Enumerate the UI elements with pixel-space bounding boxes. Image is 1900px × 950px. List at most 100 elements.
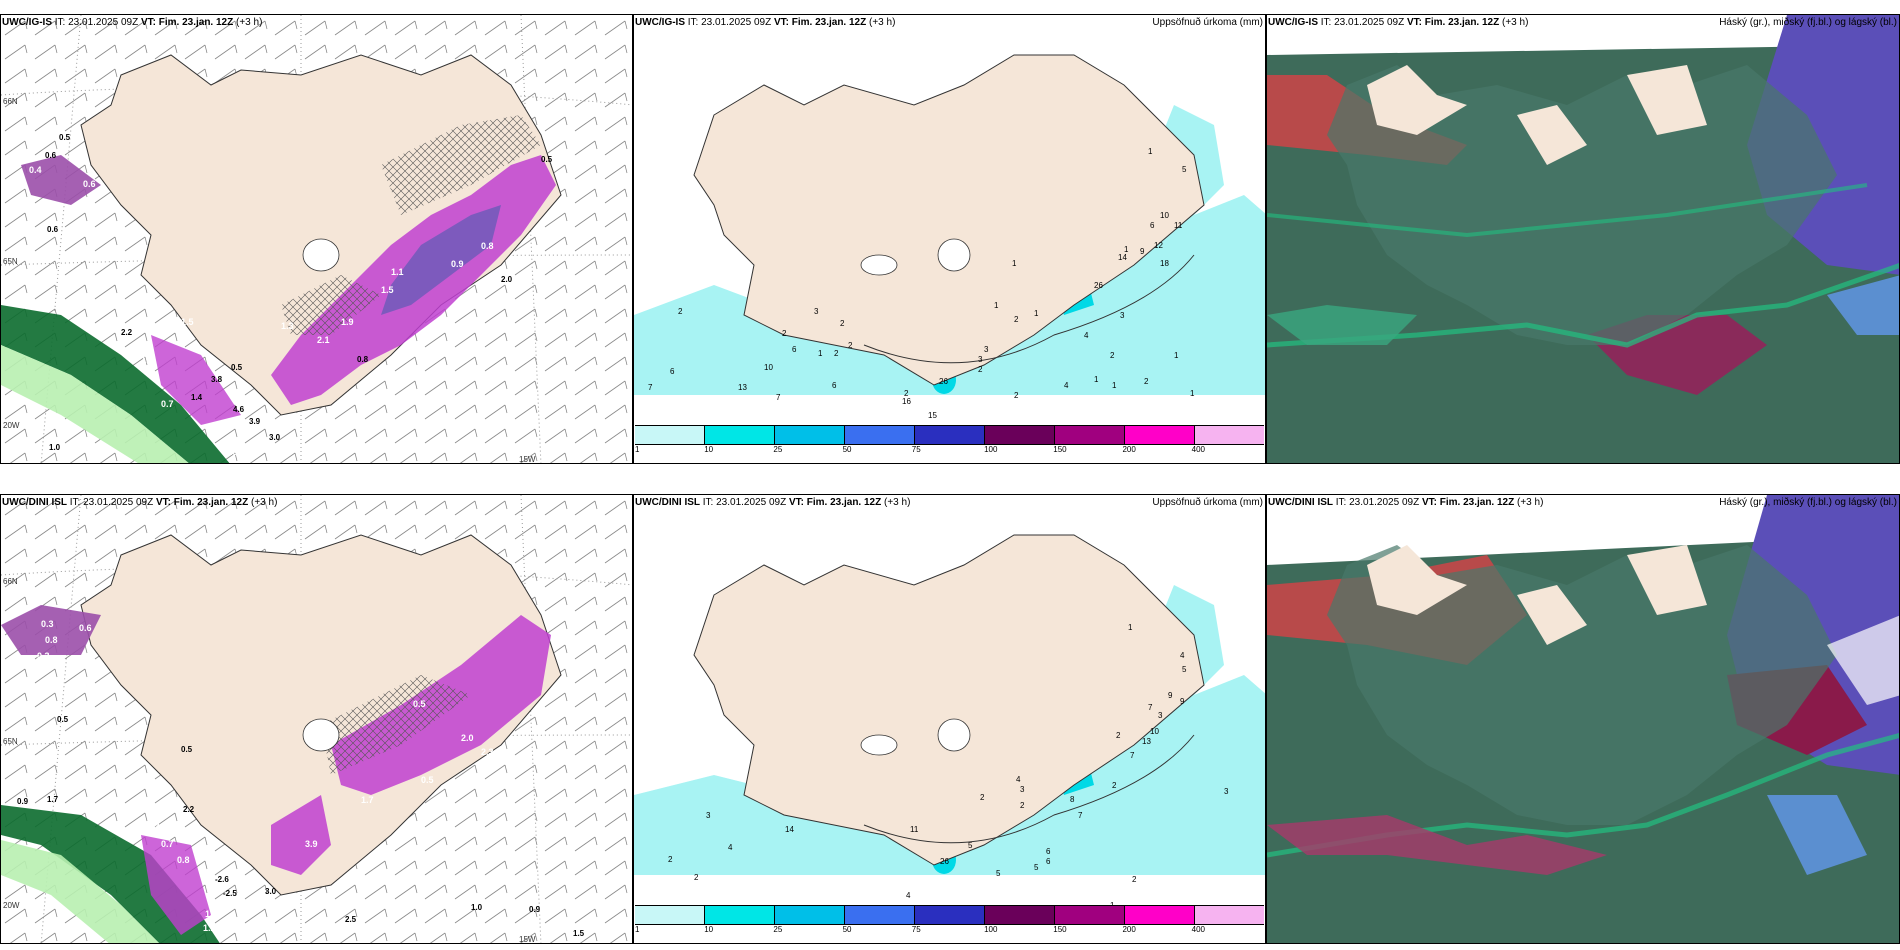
value-label: 1.0 — [471, 903, 483, 912]
legend-cell — [1055, 906, 1125, 924]
legend-tick: 200 — [1122, 445, 1136, 454]
legend-tick: 400 — [1191, 445, 1206, 454]
grid-label: 20W — [3, 421, 20, 430]
precip-label: 7 — [776, 393, 781, 402]
legend-tick: 200 — [1122, 925, 1136, 934]
precip-label: 14 — [1118, 253, 1127, 262]
precip-label: 1 — [1128, 623, 1133, 632]
panel-right-title: Háský (gr.), miðský (fj.bl.) og lágský (… — [1719, 17, 1897, 28]
legend-tick: 50 — [842, 925, 852, 934]
precip-label: 2 — [904, 389, 909, 398]
precip-label: 5 — [1182, 165, 1187, 174]
value-label: 0.8 — [177, 855, 190, 865]
precip-label: 9 — [1180, 697, 1185, 706]
value-label: 3.0 — [265, 887, 277, 896]
grid-label: 65N — [3, 257, 18, 266]
grid-label: 65N — [3, 737, 18, 746]
panel-wind-ig[interactable]: UWC/IG-IS IT: 23.01.2025 09Z VT: Fim. 23… — [0, 14, 633, 464]
precip-label: 2 — [1112, 781, 1117, 790]
legend-tick: 400 — [1191, 925, 1206, 934]
precip-label: 6 — [792, 345, 797, 354]
precip-label: 3 — [978, 355, 983, 364]
map-cloud-ig — [1267, 15, 1899, 463]
value-label: 0.9 — [17, 797, 29, 806]
precip-label: 12 — [1154, 241, 1163, 250]
precip-label: 11 — [910, 825, 919, 834]
precip-label: 1 — [1174, 351, 1179, 360]
precip-label: 3 — [814, 307, 819, 316]
map-precip-ig — [634, 54, 1265, 395]
precip-label: 7 — [1148, 703, 1153, 712]
panel-wind-dini[interactable]: UWC/DINI ISL IT: 23.01.2025 09Z VT: Fim.… — [0, 494, 633, 944]
panel-precip-ig[interactable]: UWC/IG-IS IT: 23.01.2025 09Z VT: Fim. 23… — [633, 14, 1266, 464]
legend-cell — [915, 906, 985, 924]
legend-cell — [1125, 426, 1195, 444]
legend-cell — [915, 426, 985, 444]
map-wind-dini — [1, 495, 632, 943]
panel-cloud-ig[interactable]: UWC/IG-IS IT: 23.01.2025 09Z VT: Fim. 23… — [1266, 14, 1900, 464]
legend-tick: 50 — [842, 445, 852, 454]
precip-label: 13 — [738, 383, 747, 392]
panel-precip-dini[interactable]: UWC/DINI ISL IT: 23.01.2025 09Z VT: Fim.… — [633, 494, 1266, 944]
panel-title: UWC/DINI ISL IT: 23.01.2025 09Z VT: Fim.… — [635, 497, 911, 508]
legend-cell — [705, 906, 775, 924]
value-label: 0.5 — [421, 775, 434, 785]
panel-title: UWC/IG-IS IT: 23.01.2025 09Z VT: Fim. 23… — [2, 17, 263, 28]
panel-title: UWC/IG-IS IT: 23.01.2025 09Z VT: Fim. 23… — [1268, 17, 1529, 28]
precip-label: 4 — [906, 891, 911, 900]
legend-cell — [1125, 906, 1195, 924]
legend-tick: 1 — [635, 925, 640, 934]
precip-label: 4 — [1084, 331, 1089, 340]
precip-label: 18 — [1160, 259, 1169, 268]
value-label: 3.9 — [305, 839, 318, 849]
value-label: 4.6 — [233, 405, 245, 414]
precip-label: 1 — [1148, 147, 1153, 156]
value-label: 2.3 — [481, 747, 494, 757]
precip-label: 10 — [1150, 727, 1159, 736]
precip-label: 26 — [940, 857, 949, 866]
precip-label: 7 — [1130, 751, 1135, 760]
precip-label: 2 — [980, 793, 985, 802]
grid-label: 66N — [3, 577, 18, 586]
map-cloud-dini — [1267, 495, 1899, 943]
value-label: 1.5 — [205, 909, 218, 919]
value-label: 0.6 — [47, 225, 59, 234]
panel-title: UWC/IG-IS IT: 23.01.2025 09Z VT: Fim. 23… — [635, 17, 896, 28]
legend-cell — [1195, 906, 1264, 924]
precip-label: 6 — [1046, 857, 1051, 866]
precip-label: 11 — [1174, 221, 1183, 230]
legend-tick: 100 — [984, 445, 998, 454]
grid-label: 15W — [519, 455, 536, 464]
precip-label: 2 — [978, 365, 983, 374]
legend-bar — [635, 905, 1264, 925]
value-label: 1.0 — [49, 443, 61, 452]
precip-label: 6 — [1150, 221, 1155, 230]
value-label: 1.2 — [203, 923, 216, 933]
precip-label: 16 — [902, 397, 911, 406]
value-label: 0.6 — [79, 623, 92, 633]
legend-tick: 10 — [704, 925, 714, 934]
value-label: 0.3 — [41, 619, 54, 629]
precip-label: 4 — [1064, 381, 1069, 390]
panel-cloud-dini[interactable]: UWC/DINI ISL IT: 23.01.2025 09Z VT: Fim.… — [1266, 494, 1900, 944]
precip-label: 4 — [728, 843, 733, 852]
precip-label: 3 — [706, 811, 711, 820]
legend-cell — [775, 906, 845, 924]
value-label: 1.9 — [225, 447, 238, 457]
value-label: 0.9 — [451, 259, 464, 269]
value-label: 0.6 — [45, 151, 57, 160]
precip-label: 5 — [1034, 863, 1039, 872]
precip-label: 1 — [818, 349, 823, 358]
legend-cell — [705, 426, 775, 444]
map-precip-dini — [634, 534, 1265, 875]
legend-cell — [1195, 426, 1264, 444]
value-label: 1.3 — [281, 321, 294, 331]
value-label: 1.5 — [573, 929, 585, 938]
value-label: 0.5 — [57, 715, 69, 724]
precip-label: 3 — [1158, 711, 1163, 720]
precip-label: 2 — [694, 873, 699, 882]
value-label: 1.5 — [381, 285, 394, 295]
precip-label: 15 — [928, 411, 937, 420]
value-label: 1.5 — [181, 317, 194, 327]
value-label: 0.5 — [541, 155, 553, 164]
